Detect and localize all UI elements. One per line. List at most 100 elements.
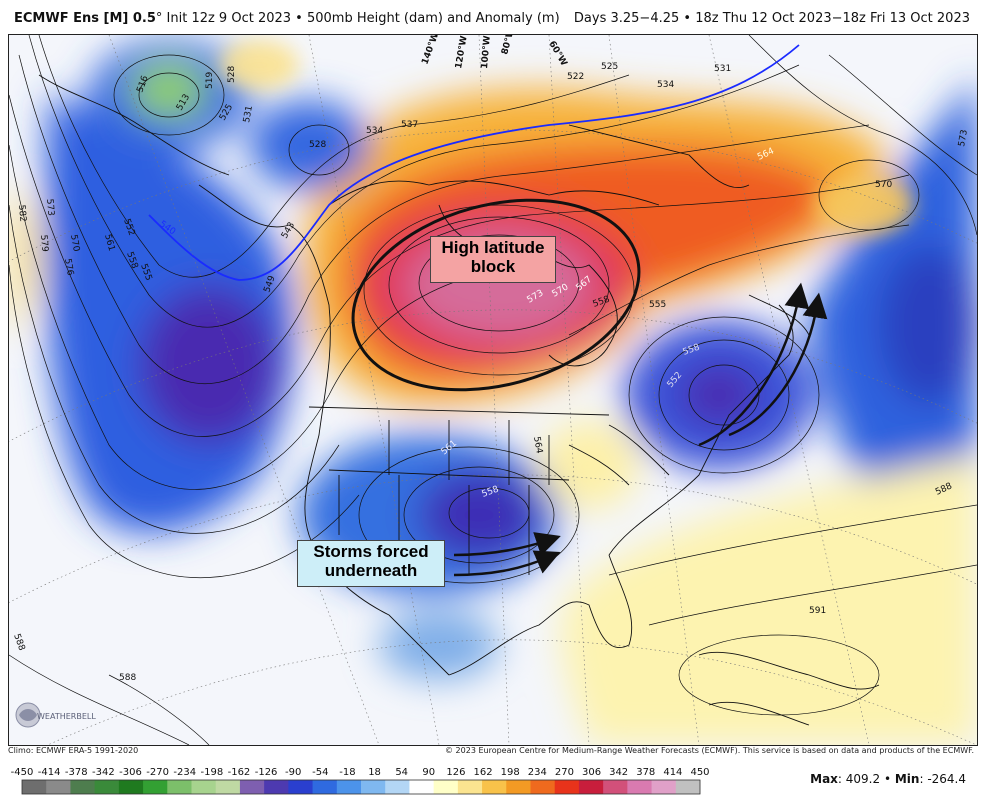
color-scale: -450 -414 -378 -342 -306 -270 -234 -198 -162 -126… bbox=[8, 764, 718, 804]
contour-label: 519 bbox=[205, 72, 215, 89]
logo-mark: WEATHERBELL bbox=[15, 702, 96, 728]
scale-swatch bbox=[264, 780, 289, 794]
scale-tick-label: 450 bbox=[690, 767, 709, 778]
contour-label: 570 bbox=[68, 234, 81, 253]
storms-forced-callout: Storms forced underneath bbox=[297, 540, 445, 587]
max-label: Max bbox=[810, 772, 838, 786]
scale-tick-label: 234 bbox=[528, 767, 547, 778]
meridian-labels: 140°W 120°W 100°W 80°W 60°W bbox=[420, 35, 568, 70]
contour-label: 543 bbox=[280, 221, 297, 241]
contour-label: 588 bbox=[119, 673, 136, 683]
meridian-label: 140°W bbox=[420, 35, 441, 66]
contour-label: 573 bbox=[44, 198, 55, 216]
contour-label: 591 bbox=[809, 606, 826, 616]
scale-tick-label: 54 bbox=[395, 767, 408, 778]
scale-swatch bbox=[215, 780, 241, 794]
contour-label: 525 bbox=[601, 62, 618, 72]
scale-tick-label: -90 bbox=[285, 767, 301, 778]
contour-label: 531 bbox=[714, 64, 731, 74]
contour-label: 573 bbox=[957, 129, 970, 148]
scale-tick-label: -198 bbox=[200, 767, 223, 778]
contour-label: 588 bbox=[11, 633, 26, 653]
meridian-label: 80°W bbox=[500, 35, 517, 56]
color-scale-bar: -450 -414 -378 -342 -306 -270 -234 -198 -162 -126… bbox=[11, 767, 710, 795]
contour-label: 522 bbox=[567, 72, 584, 82]
scale-tick-label: -342 bbox=[92, 767, 115, 778]
contour-label: 555 bbox=[649, 300, 666, 310]
scale-swatch bbox=[46, 780, 71, 794]
scale-swatch bbox=[118, 780, 144, 794]
contour-label: 582 bbox=[16, 204, 27, 222]
scale-swatch bbox=[312, 780, 338, 794]
scale-tick-label: 90 bbox=[422, 767, 435, 778]
height-contours bbox=[9, 35, 977, 745]
climo-note: Climo: ECMWF ERA-5 1991-2020 bbox=[8, 746, 139, 755]
scale-tick-label: 198 bbox=[501, 767, 520, 778]
anomaly-shading bbox=[9, 40, 977, 745]
chart-title: ECMWF Ens [M] 0.5° Init 12z 9 Oct 2023 •… bbox=[8, 11, 976, 31]
valid-period: Days 3.25−4.25 • 18z Thu 12 Oct 2023−18z… bbox=[573, 11, 970, 26]
scale-tick-label: 162 bbox=[473, 767, 492, 778]
scale-frame bbox=[21, 779, 701, 795]
scale-swatch bbox=[433, 780, 459, 794]
callout-line: High latitude bbox=[441, 238, 545, 257]
scale-tick-label: 306 bbox=[582, 767, 601, 778]
storm-track-arrows bbox=[453, 282, 828, 577]
scale-swatch bbox=[457, 780, 483, 794]
scale-swatch bbox=[603, 780, 628, 794]
title-description: Init 12z 9 Oct 2023 • 500mb Height (dam)… bbox=[162, 11, 560, 26]
contour-label: 564 bbox=[531, 436, 544, 455]
contour-label: 561 bbox=[102, 233, 116, 252]
scale-tick-label: -234 bbox=[173, 767, 196, 778]
scale-tick-label: -450 bbox=[11, 767, 34, 778]
scale-tick-label: -270 bbox=[146, 767, 169, 778]
scale-tick-label: -18 bbox=[339, 767, 355, 778]
scale-swatch bbox=[361, 780, 386, 794]
scale-swatch bbox=[288, 780, 314, 794]
title-model: ECMWF Ens [M] 0.5 bbox=[14, 11, 156, 26]
scale-tick-label: -126 bbox=[255, 767, 278, 778]
meridian-label: 120°W bbox=[454, 35, 470, 70]
scale-swatch bbox=[675, 780, 701, 794]
anomaly-map: 516 513 519 528 525 531 528 540 534 537 … bbox=[8, 34, 978, 746]
meridian-label: 60°W bbox=[546, 40, 568, 68]
scale-swatch bbox=[651, 780, 677, 794]
contour-label: 528 bbox=[309, 140, 326, 150]
min-value: -264.4 bbox=[927, 772, 966, 786]
scale-tick-label: 342 bbox=[609, 767, 628, 778]
scale-swatch bbox=[191, 780, 217, 794]
scale-swatch bbox=[143, 780, 168, 794]
copyright-note: © 2023 European Centre for Medium-Range … bbox=[445, 746, 974, 755]
scale-swatch bbox=[167, 780, 192, 794]
map-canvas: 516 513 519 528 525 531 528 540 534 537 … bbox=[9, 35, 977, 745]
scale-tick-label: 18 bbox=[368, 767, 381, 778]
contour-label: 534 bbox=[657, 80, 674, 90]
max-min-readout: Max: 409.2 • Min: -264.4 bbox=[810, 772, 966, 786]
contour-label: 531 bbox=[242, 105, 255, 124]
scale-swatch bbox=[530, 780, 556, 794]
scale-swatch bbox=[506, 780, 531, 794]
scale-tick-label: 414 bbox=[663, 767, 682, 778]
contour-label: 537 bbox=[401, 120, 418, 130]
scale-swatch bbox=[554, 780, 580, 794]
callout-line: Storms forced bbox=[313, 542, 429, 561]
scale-swatch bbox=[239, 780, 265, 794]
scale-tick-label: -378 bbox=[65, 767, 88, 778]
scale-tick-label: -162 bbox=[228, 767, 251, 778]
contour-540-line bbox=[148, 44, 800, 281]
meridian-label: 100°W bbox=[480, 35, 493, 69]
scale-tick-label: 126 bbox=[446, 767, 465, 778]
scale-tick-label: 378 bbox=[636, 767, 655, 778]
coastlines bbox=[38, 74, 880, 726]
contour-label: 576 bbox=[62, 258, 75, 277]
max-value: 409.2 bbox=[845, 772, 881, 786]
contour-label: 570 bbox=[875, 180, 892, 190]
scale-swatch bbox=[70, 780, 96, 794]
scale-swatch bbox=[94, 780, 120, 794]
contour-label: 534 bbox=[366, 126, 383, 136]
title-degree: ° bbox=[155, 11, 163, 26]
scale-swatch bbox=[578, 780, 604, 794]
contour-label: 579 bbox=[38, 234, 49, 252]
high-latitude-block-callout: High latitude block bbox=[430, 236, 556, 283]
scale-swatch bbox=[482, 780, 507, 794]
